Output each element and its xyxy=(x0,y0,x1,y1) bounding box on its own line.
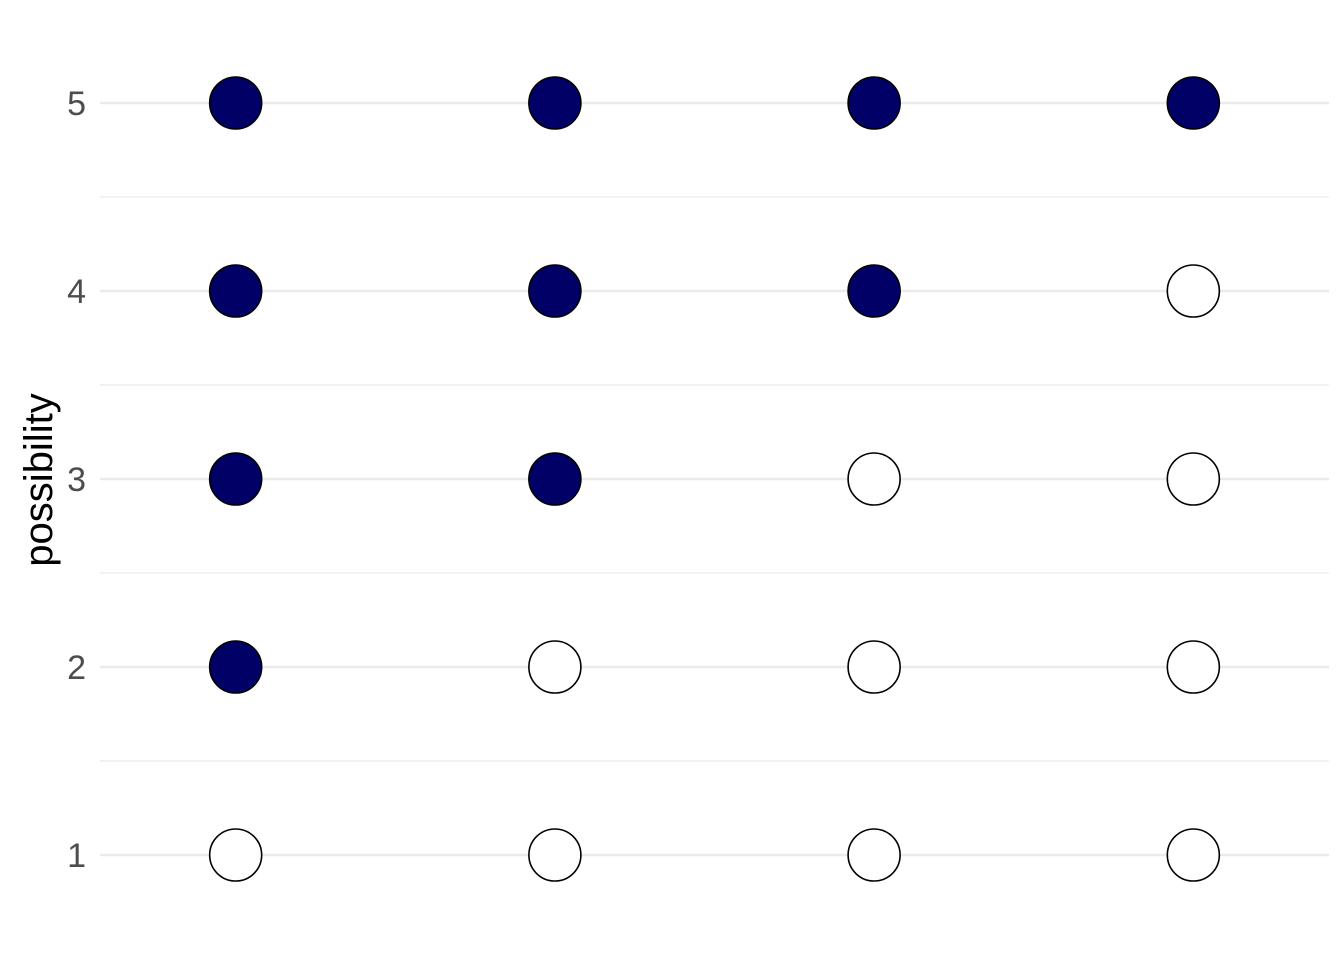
filled-point xyxy=(847,264,901,318)
filled-point xyxy=(528,452,582,506)
y-axis-title: possibility xyxy=(17,393,61,566)
y-tick-label: 4 xyxy=(67,273,86,311)
empty-point xyxy=(208,828,263,882)
y-tick-label: 1 xyxy=(67,837,86,875)
y-tick-label: 2 xyxy=(67,649,86,687)
y-tick-label: 5 xyxy=(67,85,86,123)
empty-point xyxy=(1166,640,1221,694)
empty-point xyxy=(1166,264,1221,318)
data-points xyxy=(208,76,1221,882)
empty-point xyxy=(528,640,582,694)
filled-point xyxy=(1166,76,1221,130)
filled-point xyxy=(208,452,263,506)
grid-lines xyxy=(100,101,1329,857)
empty-point xyxy=(847,828,901,882)
y-tick-label: 3 xyxy=(67,461,86,499)
empty-point xyxy=(847,640,901,694)
empty-point xyxy=(1166,452,1221,506)
empty-point xyxy=(847,452,901,506)
empty-point xyxy=(1166,828,1221,882)
empty-point xyxy=(528,828,582,882)
filled-point xyxy=(208,264,263,318)
filled-point xyxy=(208,640,263,694)
filled-point xyxy=(528,76,582,130)
filled-point xyxy=(847,76,901,130)
filled-point xyxy=(208,76,263,130)
filled-point xyxy=(528,264,582,318)
y-axis-ticks: 1 2 3 4 5 xyxy=(67,85,86,875)
